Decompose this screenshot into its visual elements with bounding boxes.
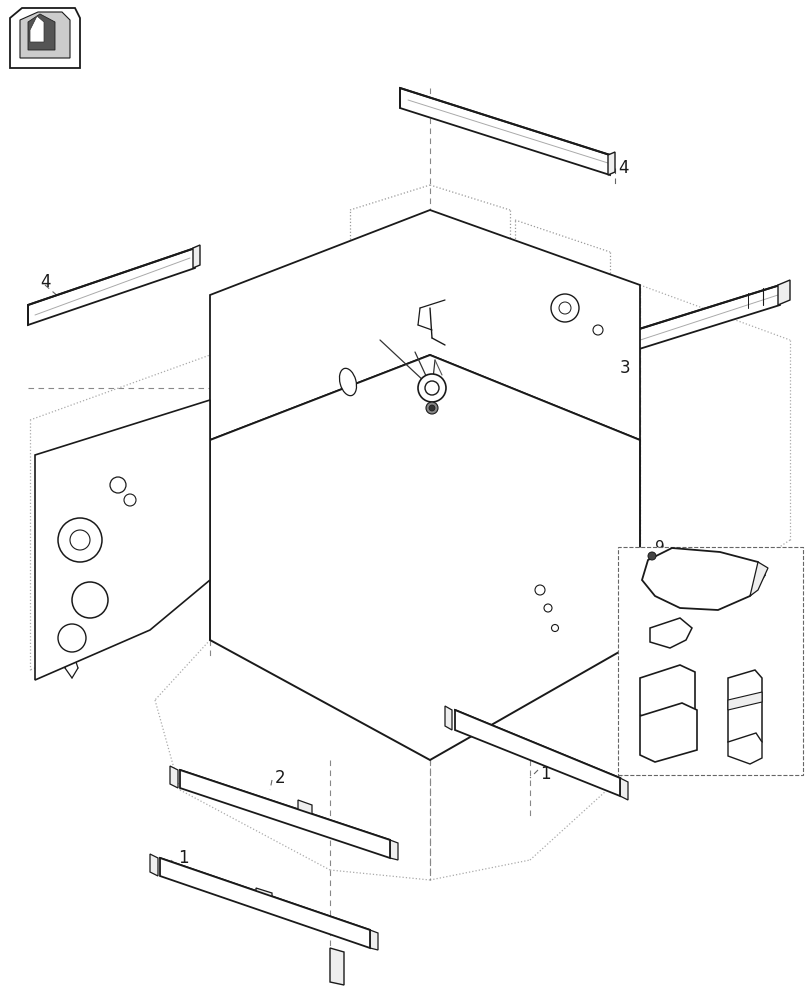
Polygon shape — [400, 88, 609, 175]
Polygon shape — [454, 710, 620, 796]
Polygon shape — [727, 670, 761, 750]
Polygon shape — [298, 800, 311, 820]
Polygon shape — [169, 766, 178, 788]
Circle shape — [428, 405, 435, 411]
Circle shape — [418, 374, 445, 402]
Circle shape — [109, 477, 126, 493]
Circle shape — [424, 381, 439, 395]
Circle shape — [647, 552, 655, 560]
Polygon shape — [35, 400, 210, 680]
Polygon shape — [727, 733, 761, 764]
Text: 10: 10 — [621, 593, 639, 607]
Polygon shape — [749, 562, 767, 596]
Text: 5: 5 — [631, 747, 641, 762]
Polygon shape — [210, 355, 639, 760]
Polygon shape — [193, 245, 200, 268]
Circle shape — [70, 530, 90, 550]
Polygon shape — [210, 210, 639, 440]
Polygon shape — [180, 770, 389, 858]
Polygon shape — [642, 548, 764, 610]
Text: 3: 3 — [620, 359, 630, 377]
Polygon shape — [613, 335, 620, 358]
Polygon shape — [649, 618, 691, 648]
Polygon shape — [639, 703, 696, 762]
Polygon shape — [30, 16, 44, 42]
Polygon shape — [329, 948, 344, 985]
Circle shape — [124, 494, 135, 506]
Text: 8: 8 — [637, 620, 647, 636]
Bar — [617, 547, 802, 775]
Text: 4: 4 — [40, 273, 50, 291]
Text: 11: 11 — [763, 713, 781, 727]
Polygon shape — [255, 888, 272, 908]
Polygon shape — [620, 778, 627, 800]
Text: 7: 7 — [629, 672, 639, 688]
Polygon shape — [150, 854, 158, 876]
Polygon shape — [160, 858, 370, 948]
Polygon shape — [639, 665, 694, 722]
Circle shape — [543, 604, 551, 612]
Text: 2: 2 — [275, 769, 285, 787]
Text: 9: 9 — [654, 540, 664, 556]
Polygon shape — [444, 706, 452, 730]
Text: 1: 1 — [178, 849, 188, 867]
Text: 1: 1 — [539, 765, 550, 783]
Text: 6: 6 — [767, 556, 777, 572]
Polygon shape — [20, 12, 70, 58]
Circle shape — [558, 302, 570, 314]
Polygon shape — [620, 285, 779, 355]
Polygon shape — [521, 742, 538, 762]
Polygon shape — [28, 248, 195, 325]
Polygon shape — [10, 8, 80, 68]
Circle shape — [58, 624, 86, 652]
Circle shape — [592, 325, 603, 335]
Circle shape — [534, 585, 544, 595]
Circle shape — [426, 402, 437, 414]
Text: 4: 4 — [617, 159, 628, 177]
Circle shape — [72, 582, 108, 618]
Polygon shape — [727, 692, 761, 710]
Polygon shape — [607, 152, 614, 175]
Circle shape — [551, 624, 558, 632]
Polygon shape — [370, 930, 378, 950]
Circle shape — [551, 294, 578, 322]
Polygon shape — [389, 840, 397, 860]
Ellipse shape — [339, 368, 356, 396]
Text: 8: 8 — [763, 734, 773, 750]
Polygon shape — [777, 280, 789, 305]
Polygon shape — [28, 14, 55, 50]
Circle shape — [58, 518, 102, 562]
